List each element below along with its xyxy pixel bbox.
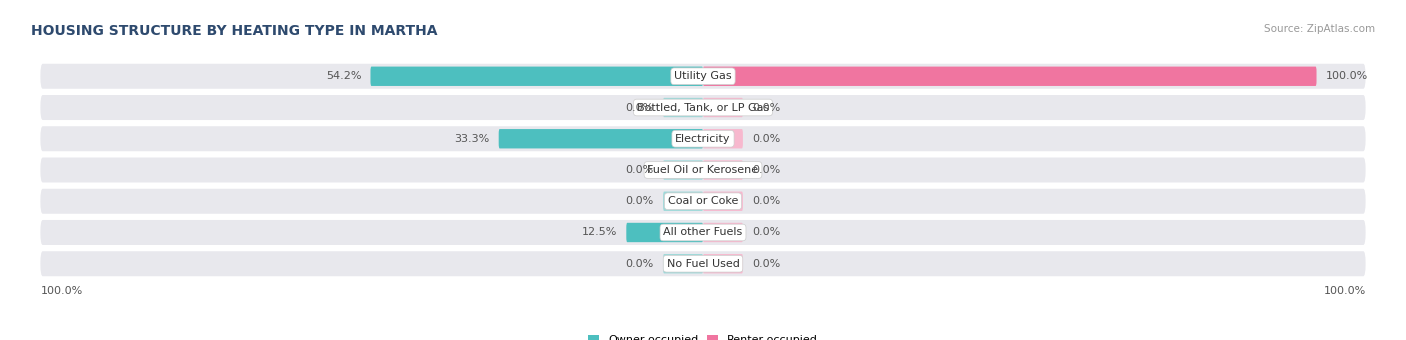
Text: Fuel Oil or Kerosene: Fuel Oil or Kerosene	[647, 165, 759, 175]
Text: 0.0%: 0.0%	[752, 227, 780, 237]
Text: Electricity: Electricity	[675, 134, 731, 144]
Text: 0.0%: 0.0%	[752, 196, 780, 206]
FancyBboxPatch shape	[626, 223, 703, 242]
FancyBboxPatch shape	[41, 251, 1365, 276]
Text: Bottled, Tank, or LP Gas: Bottled, Tank, or LP Gas	[637, 103, 769, 113]
Text: 100.0%: 100.0%	[41, 286, 83, 295]
Text: Utility Gas: Utility Gas	[675, 71, 731, 81]
Text: 33.3%: 33.3%	[454, 134, 489, 144]
Text: Coal or Coke: Coal or Coke	[668, 196, 738, 206]
Text: 0.0%: 0.0%	[752, 103, 780, 113]
Text: 0.0%: 0.0%	[752, 134, 780, 144]
Text: 100.0%: 100.0%	[1323, 286, 1365, 295]
Text: 0.0%: 0.0%	[752, 259, 780, 269]
Text: 54.2%: 54.2%	[326, 71, 361, 81]
FancyBboxPatch shape	[499, 129, 703, 149]
FancyBboxPatch shape	[664, 254, 703, 273]
FancyBboxPatch shape	[664, 191, 703, 211]
FancyBboxPatch shape	[41, 126, 1365, 151]
Text: Source: ZipAtlas.com: Source: ZipAtlas.com	[1264, 24, 1375, 34]
FancyBboxPatch shape	[703, 98, 742, 117]
FancyBboxPatch shape	[703, 160, 742, 180]
Text: No Fuel Used: No Fuel Used	[666, 259, 740, 269]
FancyBboxPatch shape	[41, 95, 1365, 120]
Text: 0.0%: 0.0%	[626, 259, 654, 269]
FancyBboxPatch shape	[41, 157, 1365, 183]
FancyBboxPatch shape	[703, 191, 742, 211]
Legend: Owner-occupied, Renter-occupied: Owner-occupied, Renter-occupied	[588, 335, 818, 340]
FancyBboxPatch shape	[703, 254, 742, 273]
FancyBboxPatch shape	[664, 160, 703, 180]
FancyBboxPatch shape	[41, 64, 1365, 89]
FancyBboxPatch shape	[41, 220, 1365, 245]
Text: HOUSING STRUCTURE BY HEATING TYPE IN MARTHA: HOUSING STRUCTURE BY HEATING TYPE IN MAR…	[31, 24, 437, 38]
Text: 0.0%: 0.0%	[626, 165, 654, 175]
FancyBboxPatch shape	[703, 129, 742, 149]
Text: All other Fuels: All other Fuels	[664, 227, 742, 237]
Text: 100.0%: 100.0%	[1326, 71, 1368, 81]
Text: 12.5%: 12.5%	[582, 227, 617, 237]
FancyBboxPatch shape	[664, 98, 703, 117]
FancyBboxPatch shape	[370, 67, 703, 86]
Text: 0.0%: 0.0%	[752, 165, 780, 175]
FancyBboxPatch shape	[703, 67, 1316, 86]
Text: 0.0%: 0.0%	[626, 103, 654, 113]
FancyBboxPatch shape	[703, 223, 742, 242]
FancyBboxPatch shape	[41, 189, 1365, 214]
Text: 0.0%: 0.0%	[626, 196, 654, 206]
